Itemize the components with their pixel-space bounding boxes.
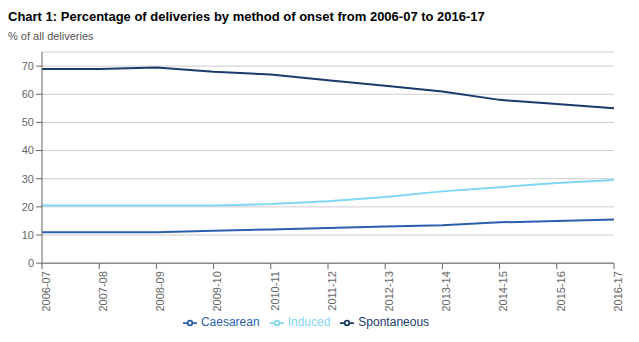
html-text:Spontaneous: Spontaneous [358, 315, 430, 330]
svg-text:2011-12: 2011-12 [326, 271, 338, 311]
svg-text:2014-15: 2014-15 [497, 271, 509, 311]
svg-text:70: 70 [22, 60, 34, 72]
html-text:Chart 1: Percentage of deliver: Chart 1: Percentage of deliveries by met… [8, 9, 485, 24]
svg-text:40: 40 [22, 144, 34, 156]
svg-text:0: 0 [28, 257, 34, 269]
svg-text:10: 10 [22, 229, 34, 241]
svg-text:50: 50 [22, 116, 34, 128]
svg-text:60: 60 [22, 88, 34, 100]
svg-text:2012-13: 2012-13 [383, 271, 395, 311]
svg-text:30: 30 [22, 173, 34, 185]
svg-text:20: 20 [22, 201, 34, 213]
svg-text:2010-11: 2010-11 [269, 271, 281, 311]
svg-text:2007-08: 2007-08 [97, 271, 109, 311]
html-text:Caesarean: Caesarean [200, 315, 260, 330]
svg-text:2008-09: 2008-09 [154, 271, 166, 311]
html-text:Induced: Induced [287, 315, 331, 330]
svg-text:2013-14: 2013-14 [440, 271, 452, 311]
svg-text:2016-17: 2016-17 [612, 271, 624, 311]
svg-text:2006-07: 2006-07 [40, 271, 52, 311]
html-text:% of all deliveries: % of all deliveries [8, 30, 94, 42]
svg-text:2009-10: 2009-10 [211, 271, 223, 311]
svg-text:2015-16: 2015-16 [555, 271, 567, 311]
